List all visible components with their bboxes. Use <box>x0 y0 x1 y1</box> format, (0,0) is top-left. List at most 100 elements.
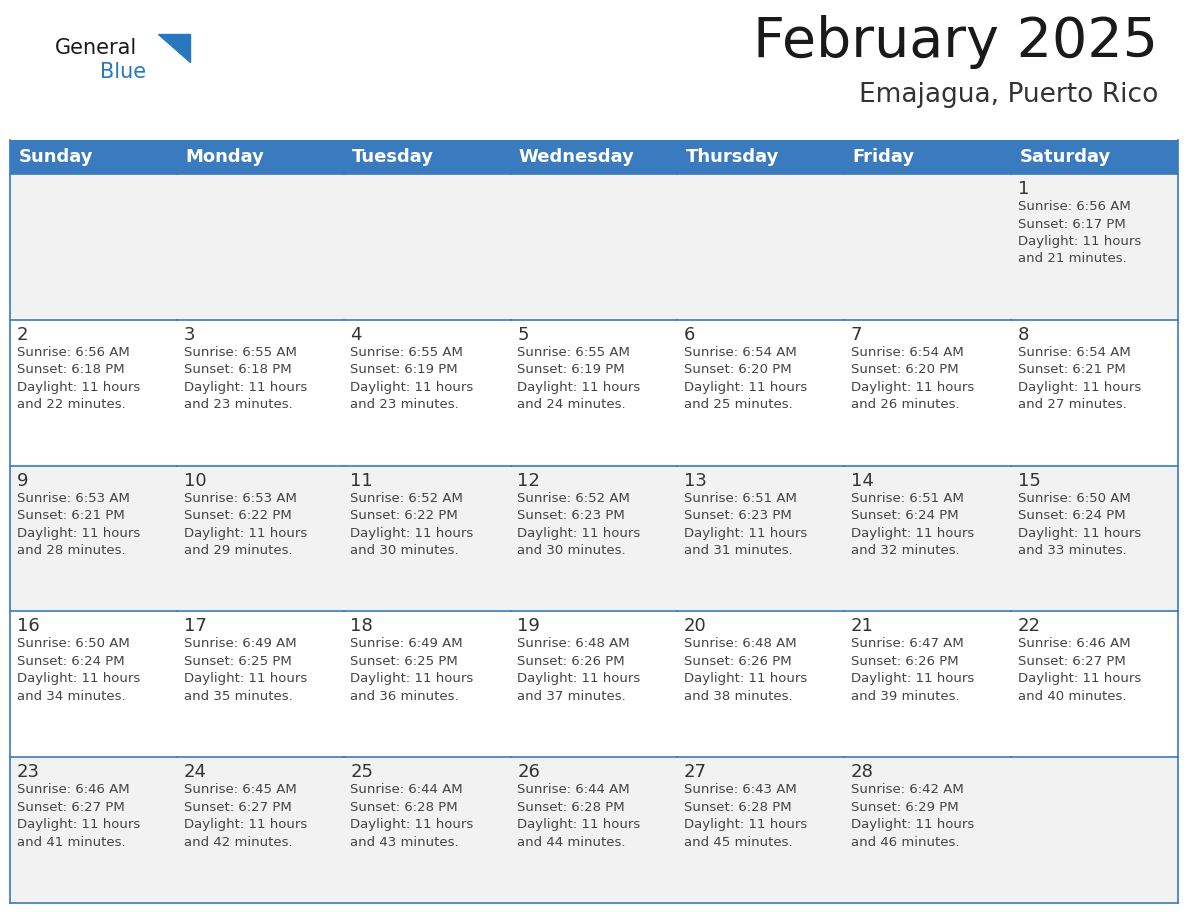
Bar <box>845 611 1011 757</box>
Text: 20: 20 <box>684 618 707 635</box>
Text: Sunrise: 6:53 AM: Sunrise: 6:53 AM <box>17 492 129 505</box>
Text: 2: 2 <box>17 326 29 344</box>
Text: Daylight: 11 hours: Daylight: 11 hours <box>183 818 307 831</box>
Bar <box>511 319 677 465</box>
Bar <box>343 174 511 319</box>
Text: Sunrise: 6:48 AM: Sunrise: 6:48 AM <box>684 637 797 650</box>
Bar <box>177 757 343 903</box>
Text: Daylight: 11 hours: Daylight: 11 hours <box>183 381 307 394</box>
Bar <box>845 140 1011 174</box>
Bar <box>677 465 845 611</box>
Bar <box>177 611 343 757</box>
Text: Sunset: 6:20 PM: Sunset: 6:20 PM <box>684 364 791 376</box>
Text: Sunrise: 6:53 AM: Sunrise: 6:53 AM <box>183 492 297 505</box>
Text: Sunrise: 6:47 AM: Sunrise: 6:47 AM <box>851 637 963 650</box>
Text: Daylight: 11 hours: Daylight: 11 hours <box>517 381 640 394</box>
Text: Wednesday: Wednesday <box>519 148 634 166</box>
Text: and 32 minutes.: and 32 minutes. <box>851 544 960 557</box>
Bar <box>677 140 845 174</box>
Text: Daylight: 11 hours: Daylight: 11 hours <box>517 672 640 686</box>
Text: 10: 10 <box>183 472 207 489</box>
Text: 26: 26 <box>517 763 541 781</box>
Text: Daylight: 11 hours: Daylight: 11 hours <box>183 672 307 686</box>
Text: 18: 18 <box>350 618 373 635</box>
Bar <box>177 174 343 319</box>
Bar <box>177 140 343 174</box>
Bar <box>10 140 177 174</box>
Text: and 36 minutes.: and 36 minutes. <box>350 690 459 703</box>
Text: Daylight: 11 hours: Daylight: 11 hours <box>684 672 808 686</box>
Text: Daylight: 11 hours: Daylight: 11 hours <box>1018 381 1140 394</box>
Text: Sunset: 6:26 PM: Sunset: 6:26 PM <box>684 655 791 668</box>
Text: Sunrise: 6:43 AM: Sunrise: 6:43 AM <box>684 783 797 796</box>
Text: Daylight: 11 hours: Daylight: 11 hours <box>17 672 140 686</box>
Text: 22: 22 <box>1018 618 1041 635</box>
Text: Sunset: 6:22 PM: Sunset: 6:22 PM <box>183 509 291 522</box>
Bar <box>511 465 677 611</box>
Text: Emajagua, Puerto Rico: Emajagua, Puerto Rico <box>859 82 1158 108</box>
Text: and 38 minutes.: and 38 minutes. <box>684 690 792 703</box>
Bar <box>1011 319 1178 465</box>
Bar <box>343 757 511 903</box>
Bar <box>10 465 177 611</box>
Text: and 22 minutes.: and 22 minutes. <box>17 398 126 411</box>
Text: Daylight: 11 hours: Daylight: 11 hours <box>1018 672 1140 686</box>
Bar <box>677 174 845 319</box>
Text: 4: 4 <box>350 326 362 344</box>
Text: Daylight: 11 hours: Daylight: 11 hours <box>517 527 640 540</box>
Text: and 41 minutes.: and 41 minutes. <box>17 835 125 849</box>
Text: Sunset: 6:24 PM: Sunset: 6:24 PM <box>1018 509 1125 522</box>
Text: Sunrise: 6:55 AM: Sunrise: 6:55 AM <box>183 346 297 359</box>
Text: Sunrise: 6:46 AM: Sunrise: 6:46 AM <box>1018 637 1131 650</box>
Bar <box>677 611 845 757</box>
Text: and 45 minutes.: and 45 minutes. <box>684 835 792 849</box>
Text: 19: 19 <box>517 618 541 635</box>
Text: 1: 1 <box>1018 180 1029 198</box>
Text: and 23 minutes.: and 23 minutes. <box>350 398 459 411</box>
Text: 14: 14 <box>851 472 874 489</box>
Bar <box>177 465 343 611</box>
Text: General: General <box>55 38 138 58</box>
Text: Sunrise: 6:50 AM: Sunrise: 6:50 AM <box>17 637 129 650</box>
Text: Sunrise: 6:56 AM: Sunrise: 6:56 AM <box>1018 200 1131 213</box>
Text: and 31 minutes.: and 31 minutes. <box>684 544 792 557</box>
Text: Sunrise: 6:44 AM: Sunrise: 6:44 AM <box>517 783 630 796</box>
Text: Sunset: 6:27 PM: Sunset: 6:27 PM <box>17 800 125 813</box>
Text: Daylight: 11 hours: Daylight: 11 hours <box>517 818 640 831</box>
Bar <box>845 757 1011 903</box>
Text: and 21 minutes.: and 21 minutes. <box>1018 252 1126 265</box>
Text: Daylight: 11 hours: Daylight: 11 hours <box>1018 235 1140 248</box>
Text: 28: 28 <box>851 763 874 781</box>
Text: Sunset: 6:26 PM: Sunset: 6:26 PM <box>517 655 625 668</box>
Bar <box>10 174 177 319</box>
Bar <box>1011 140 1178 174</box>
Text: and 42 minutes.: and 42 minutes. <box>183 835 292 849</box>
Text: Daylight: 11 hours: Daylight: 11 hours <box>1018 527 1140 540</box>
Text: Sunrise: 6:55 AM: Sunrise: 6:55 AM <box>517 346 630 359</box>
Text: Sunset: 6:26 PM: Sunset: 6:26 PM <box>851 655 959 668</box>
Text: and 23 minutes.: and 23 minutes. <box>183 398 292 411</box>
Text: and 40 minutes.: and 40 minutes. <box>1018 690 1126 703</box>
Text: Sunset: 6:25 PM: Sunset: 6:25 PM <box>183 655 291 668</box>
Text: Sunset: 6:24 PM: Sunset: 6:24 PM <box>17 655 125 668</box>
Text: 15: 15 <box>1018 472 1041 489</box>
Text: 16: 16 <box>17 618 39 635</box>
Text: Sunrise: 6:42 AM: Sunrise: 6:42 AM <box>851 783 963 796</box>
Text: and 33 minutes.: and 33 minutes. <box>1018 544 1126 557</box>
Text: Sunrise: 6:44 AM: Sunrise: 6:44 AM <box>350 783 463 796</box>
Text: Daylight: 11 hours: Daylight: 11 hours <box>350 818 474 831</box>
Text: and 37 minutes.: and 37 minutes. <box>517 690 626 703</box>
Text: February 2025: February 2025 <box>753 15 1158 69</box>
Text: Sunset: 6:28 PM: Sunset: 6:28 PM <box>684 800 791 813</box>
Text: Blue: Blue <box>100 62 146 82</box>
Text: 23: 23 <box>17 763 39 781</box>
Text: Daylight: 11 hours: Daylight: 11 hours <box>17 527 140 540</box>
Text: and 27 minutes.: and 27 minutes. <box>1018 398 1126 411</box>
Bar <box>845 174 1011 319</box>
Text: Sunset: 6:22 PM: Sunset: 6:22 PM <box>350 509 459 522</box>
Text: and 30 minutes.: and 30 minutes. <box>517 544 626 557</box>
Bar <box>10 611 177 757</box>
Text: Friday: Friday <box>853 148 915 166</box>
Text: Daylight: 11 hours: Daylight: 11 hours <box>17 381 140 394</box>
Text: Daylight: 11 hours: Daylight: 11 hours <box>684 381 808 394</box>
